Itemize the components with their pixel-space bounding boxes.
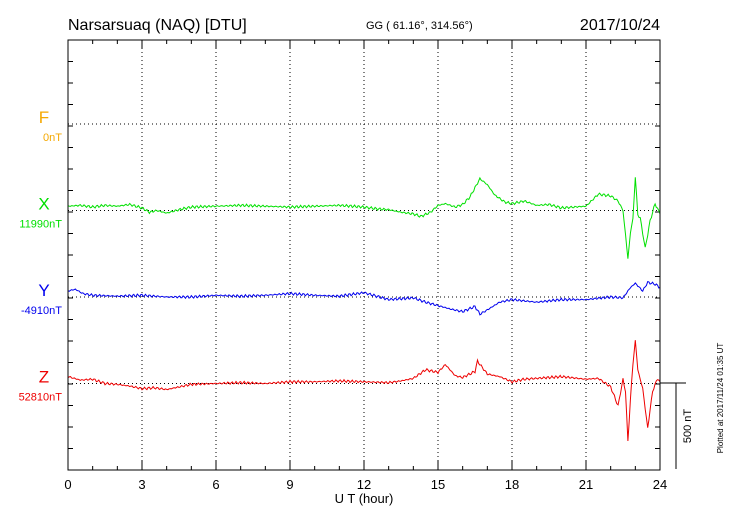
x-tick-label: 12 — [357, 477, 371, 492]
station-coordinates: GG ( 61.16°, 314.56°) — [366, 20, 473, 32]
scale-bar-label: 500 nT — [682, 409, 694, 444]
axis-ticks — [67, 40, 661, 470]
station-title: Narsarsuaq (NAQ) [DTU] — [68, 17, 247, 34]
series-line-z — [67, 340, 661, 442]
plot-frame — [67, 39, 661, 471]
series-name-x: X — [38, 195, 49, 214]
series-line-x — [67, 176, 661, 259]
series-layer — [67, 176, 661, 442]
x-tick-label: 18 — [505, 477, 519, 492]
x-axis-label: U T (hour) — [335, 491, 394, 506]
series-labels: F 0nT X 11990nT Y -4910nT Z 52810nT — [19, 108, 63, 404]
series-name-f: F — [39, 108, 49, 127]
series-line-y — [67, 281, 661, 316]
x-tick-labels: 0 3 6 9 12 15 18 21 24 — [64, 477, 667, 492]
x-tick-label: 21 — [579, 477, 593, 492]
x-tick-label: 6 — [212, 477, 219, 492]
series-baseline-y: -4910nT — [21, 305, 62, 317]
scale-bar: 500 nT — [660, 382, 694, 469]
x-tick-label: 15 — [431, 477, 445, 492]
series-baseline-f: 0nT — [43, 132, 62, 144]
chart-date: 2017/10/24 — [580, 17, 660, 34]
x-tick-label: 3 — [138, 477, 145, 492]
grid-lines — [68, 40, 660, 470]
x-tick-label: 9 — [286, 477, 293, 492]
series-baseline-z: 52810nT — [19, 392, 63, 404]
series-name-y: Y — [38, 281, 49, 300]
series-name-z: Z — [39, 368, 49, 387]
x-tick-label: 0 — [64, 477, 71, 492]
series-baseline-x: 11990nT — [19, 219, 62, 231]
x-tick-label: 24 — [653, 477, 667, 492]
plotted-timestamp: Plotted at 2017/11/24 01:35 UT — [716, 343, 725, 454]
